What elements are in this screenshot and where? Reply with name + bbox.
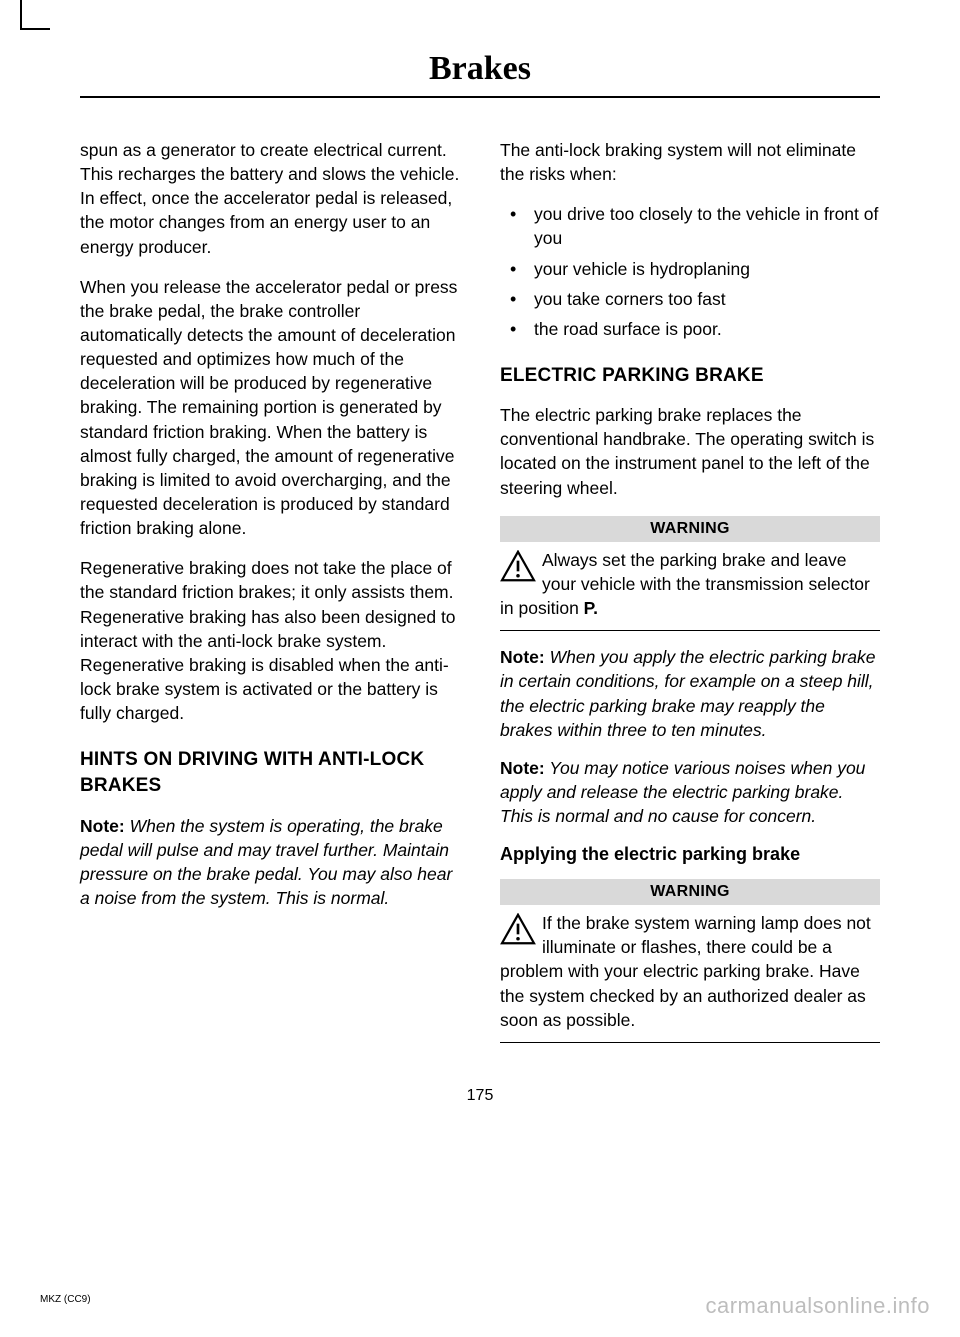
risk-bullet-list: you drive too closely to the vehicle in … (500, 202, 880, 341)
note-block: Note: You may notice various noises when… (500, 756, 880, 828)
warning-text-bold: P. (584, 598, 598, 618)
watermark: carmanualsonline.info (705, 1293, 930, 1319)
warning-header: WARNING (500, 879, 880, 905)
warning-text: If the brake system warning lamp does no… (500, 911, 880, 1032)
subheading-applying-epb: Applying the electric parking brake (500, 842, 880, 867)
warning-block: If the brake system warning lamp does no… (500, 911, 880, 1043)
warning-text: Always set the parking brake and leave y… (500, 548, 880, 620)
note-label: Note: (80, 816, 125, 836)
footer-model-code: MKZ (CC9) (40, 1294, 91, 1305)
body-paragraph: When you release the accelerator pedal o… (80, 275, 460, 541)
body-paragraph: The anti-lock braking system will not el… (500, 138, 880, 186)
list-item: your vehicle is hydroplaning (500, 257, 880, 281)
manual-page: Brakes spun as a generator to create ele… (0, 0, 960, 1145)
chapter-title: Brakes (80, 50, 880, 88)
content-columns: spun as a generator to create electrical… (80, 138, 880, 1047)
warning-triangle-icon (500, 550, 536, 582)
note-block: Note: When the system is operating, the … (80, 814, 460, 911)
body-paragraph: Regenerative braking does not take the p… (80, 556, 460, 725)
body-paragraph: spun as a generator to create electrical… (80, 138, 460, 259)
page-number: 175 (80, 1087, 880, 1105)
warning-text-part: Always set the parking brake and leave y… (500, 550, 870, 618)
warning-triangle-icon (500, 913, 536, 945)
section-heading-epb: ELECTRIC PARKING BRAKE (500, 363, 880, 389)
note-body: You may notice various noises when you a… (500, 758, 865, 826)
note-label: Note: (500, 647, 545, 667)
warning-header: WARNING (500, 516, 880, 542)
right-column: The anti-lock braking system will not el… (500, 138, 880, 1047)
warning-block: Always set the parking brake and leave y… (500, 548, 880, 631)
section-heading-hints: HINTS ON DRIVING WITH ANTI-LOCK BRAKES (80, 747, 460, 799)
crop-mark (20, 0, 50, 30)
list-item: you drive too closely to the vehicle in … (500, 202, 880, 250)
title-rule (80, 96, 880, 98)
note-block: Note: When you apply the electric parkin… (500, 645, 880, 742)
note-label: Note: (500, 758, 545, 778)
note-body: When the system is operating, the brake … (80, 816, 452, 908)
left-column: spun as a generator to create electrical… (80, 138, 460, 1047)
note-body: When you apply the electric parking brak… (500, 647, 875, 739)
list-item: the road surface is poor. (500, 317, 880, 341)
body-paragraph: The electric parking brake replaces the … (500, 403, 880, 500)
list-item: you take corners too fast (500, 287, 880, 311)
